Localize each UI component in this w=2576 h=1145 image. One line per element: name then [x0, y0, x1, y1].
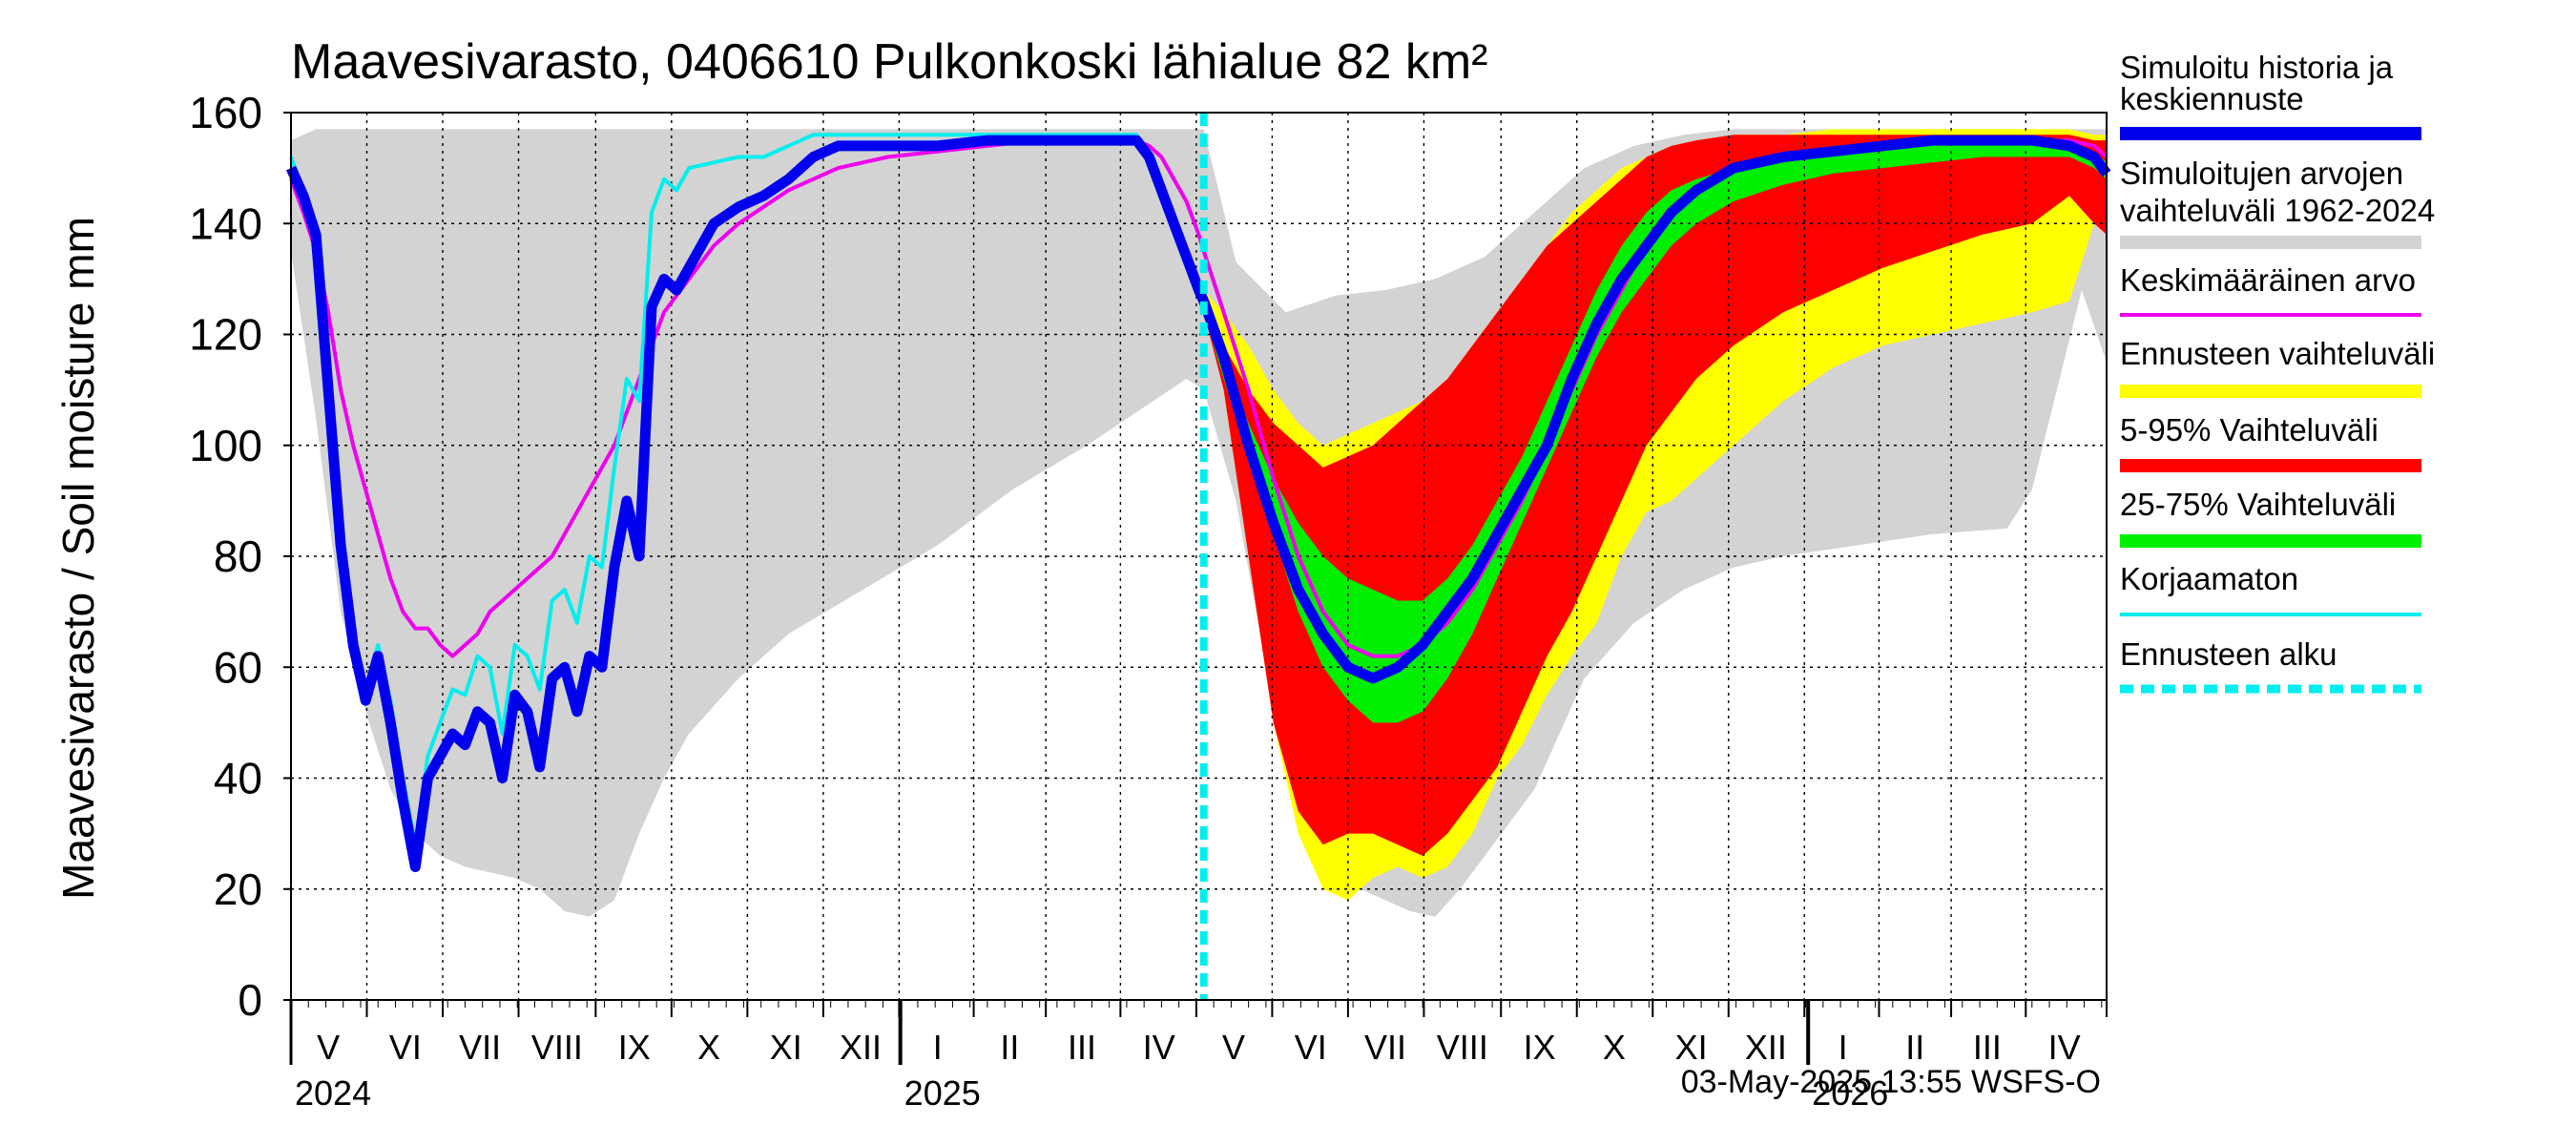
- legend-label: Simuloitu historia ja: [2120, 50, 2394, 85]
- legend-label: Ennusteen vaihteluväli: [2120, 336, 2435, 371]
- legend-label: Korjaamaton: [2120, 561, 2298, 596]
- y-axis-label: Maavesivarasto / Soil moisture mm: [53, 217, 103, 900]
- y-tick-label: 120: [189, 310, 262, 360]
- month-label: V: [317, 1028, 340, 1067]
- month-label: XI: [1675, 1028, 1708, 1067]
- month-label: II: [1905, 1028, 1924, 1067]
- legend-label: Ennusteen alku: [2120, 636, 2337, 672]
- month-label: I: [933, 1028, 943, 1067]
- month-label: II: [1000, 1028, 1019, 1067]
- month-label: III: [1068, 1028, 1096, 1067]
- month-label: XII: [840, 1028, 882, 1067]
- legend-label: Keskimääräinen arvo: [2120, 262, 2416, 298]
- year-label: 2025: [904, 1073, 981, 1113]
- legend-label: Simuloitujen arvojen: [2120, 156, 2403, 191]
- month-label: IX: [1524, 1028, 1556, 1067]
- legend-label: 5-95% Vaihteluväli: [2120, 412, 2379, 448]
- legend-label: keskiennuste: [2120, 81, 2304, 116]
- month-label: VI: [389, 1028, 422, 1067]
- month-label: IV: [2048, 1028, 2081, 1067]
- y-tick-label: 20: [214, 864, 262, 914]
- month-label: XI: [770, 1028, 802, 1067]
- y-tick-label: 100: [189, 421, 262, 470]
- y-tick-label: 80: [214, 531, 262, 581]
- year-label: 2026: [1812, 1073, 1888, 1113]
- month-label: VII: [1364, 1028, 1406, 1067]
- month-label: I: [1839, 1028, 1848, 1067]
- month-label: III: [1973, 1028, 2002, 1067]
- month-label: VII: [459, 1028, 501, 1067]
- y-tick-label: 40: [214, 754, 262, 803]
- grid-layer: [291, 112, 2107, 1000]
- chart-title: Maavesivarasto, 0406610 Pulkonkoski lähi…: [291, 34, 1487, 90]
- simulated-history-line: [285, 135, 2111, 872]
- legend-label: 25-75% Vaihteluväli: [2120, 487, 2396, 522]
- month-label: VIII: [1437, 1028, 1488, 1067]
- y-tick-label: 160: [189, 88, 262, 137]
- month-label: XII: [1745, 1028, 1787, 1067]
- month-label: X: [697, 1028, 720, 1067]
- band-layer: [291, 129, 2107, 917]
- legend-label: vaihteluväli 1962-2024: [2120, 193, 2435, 228]
- month-label: VIII: [531, 1028, 583, 1067]
- line-layer: [285, 113, 2111, 1000]
- y-tick-label: 140: [189, 198, 262, 248]
- month-label: IX: [618, 1028, 651, 1067]
- y-tick-label: 0: [238, 975, 262, 1025]
- year-label: 2024: [295, 1073, 371, 1113]
- month-label: V: [1222, 1028, 1245, 1067]
- timestamp: 03-May-2025 13:55 WSFS-O: [1681, 1064, 2101, 1100]
- month-label: IV: [1143, 1028, 1175, 1067]
- range-25-75-band: [1203, 140, 2107, 723]
- month-label: VI: [1295, 1028, 1327, 1067]
- month-label: X: [1603, 1028, 1626, 1067]
- y-tick-label: 60: [214, 642, 262, 692]
